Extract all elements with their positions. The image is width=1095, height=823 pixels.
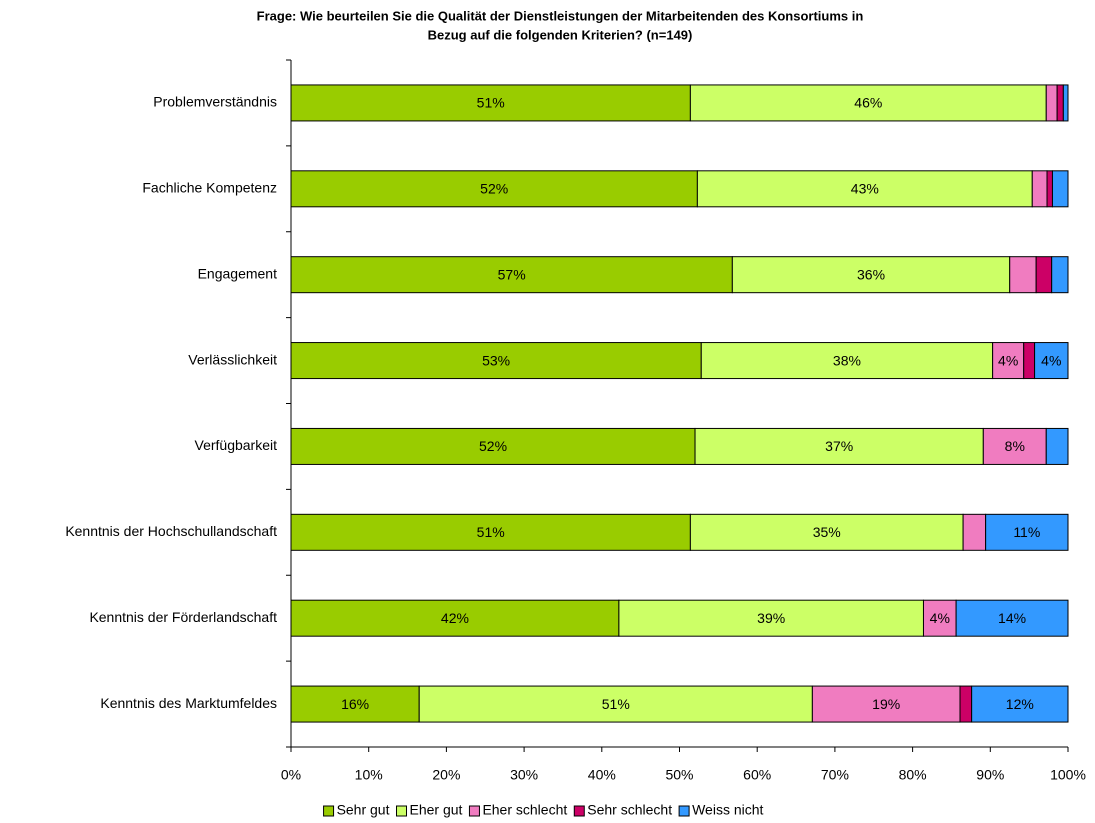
y-tick-label: Verlässlichkeit — [188, 351, 277, 367]
chart-title: Frage: Wie beurteilen Sie die Qualität d… — [257, 8, 864, 23]
x-tick-label: 70% — [821, 767, 849, 783]
bar-segment — [1045, 84, 1058, 122]
y-tick-label: Kenntnis der Hochschullandschaft — [65, 523, 277, 539]
legend-label: Eher gut — [410, 802, 463, 818]
bar-segment — [985, 513, 1069, 551]
bar-segment — [1023, 342, 1036, 380]
data-label: 16% — [341, 696, 369, 712]
data-label: 38% — [833, 352, 861, 368]
bar-segment — [955, 599, 1069, 637]
data-label: 52% — [479, 438, 507, 454]
y-tick-label: Fachliche Kompetenz — [142, 180, 277, 196]
y-tick-label: Problemverständnis — [153, 94, 277, 110]
legend-swatch — [396, 805, 408, 817]
bar-segment — [962, 513, 987, 551]
bar-segment — [290, 84, 691, 122]
data-label: 35% — [813, 524, 841, 540]
legend-label: Eher schlecht — [482, 802, 567, 818]
bar-segment — [618, 599, 924, 637]
y-tick-label: Verfügbarkeit — [195, 437, 278, 453]
x-tick-label: 40% — [588, 767, 616, 783]
x-tick-label: 90% — [976, 767, 1004, 783]
bar-segment — [290, 513, 691, 551]
bar-segment — [694, 427, 984, 465]
bar-segment — [811, 685, 961, 723]
legend-label: Sehr schlecht — [587, 802, 672, 818]
bar-segment — [1034, 342, 1069, 380]
x-tick-label: 100% — [1050, 767, 1086, 783]
data-label: 39% — [757, 610, 785, 626]
legend-swatch — [323, 805, 335, 817]
chart-title: Bezug auf die folgenden Kriterien? (n=14… — [428, 27, 693, 42]
x-tick-label: 80% — [899, 767, 927, 783]
bar-segment — [689, 84, 1047, 122]
data-label: 36% — [857, 266, 885, 282]
bar-segment — [959, 685, 973, 723]
legend-swatch — [573, 805, 585, 817]
y-tick-label: Kenntnis des Marktumfeldes — [100, 695, 277, 711]
data-label: 51% — [602, 696, 630, 712]
data-label: 51% — [477, 524, 505, 540]
legend-label: Weiss nicht — [692, 802, 763, 818]
data-label: 42% — [441, 610, 469, 626]
bar-segment — [700, 342, 994, 380]
x-tick-label: 20% — [432, 767, 460, 783]
bar-segment — [290, 685, 420, 723]
x-tick-label: 60% — [743, 767, 771, 783]
bar-segment — [290, 256, 733, 294]
bar-segment — [290, 427, 696, 465]
bar-segment — [290, 170, 698, 208]
legend-label: Sehr gut — [337, 802, 390, 818]
bar-segment — [1046, 170, 1053, 208]
data-label: 51% — [477, 95, 505, 111]
bar-segment — [982, 427, 1047, 465]
data-label: 37% — [825, 438, 853, 454]
bar-segment — [971, 685, 1069, 723]
data-label: 46% — [854, 95, 882, 111]
bar-segment — [1056, 84, 1064, 122]
y-tick-label: Kenntnis der Förderlandschaft — [89, 609, 277, 625]
bar-segment — [1009, 256, 1037, 294]
data-label: 4% — [1041, 352, 1061, 368]
data-label: 19% — [872, 696, 900, 712]
bar-segment — [1035, 256, 1053, 294]
legend-swatch — [678, 805, 690, 817]
data-label: 11% — [1013, 524, 1040, 540]
bar-segment — [1031, 170, 1048, 208]
bar-segment — [418, 685, 813, 723]
x-tick-label: 10% — [355, 767, 383, 783]
bar-segment — [696, 170, 1033, 208]
data-label: 43% — [851, 181, 879, 197]
data-label: 53% — [482, 352, 510, 368]
bar-segment — [1045, 427, 1069, 465]
x-tick-label: 30% — [510, 767, 538, 783]
data-label: 12% — [1006, 696, 1034, 712]
x-tick-label: 50% — [665, 767, 693, 783]
bar-segment — [290, 342, 702, 380]
data-label: 14% — [998, 610, 1026, 626]
y-tick-label: Engagement — [198, 265, 278, 281]
data-label: 4% — [930, 610, 950, 626]
bar-segment — [922, 599, 957, 637]
data-label: 52% — [480, 181, 508, 197]
legend-swatch — [468, 805, 480, 817]
bar-segment — [1051, 170, 1069, 208]
bar-segment — [1051, 256, 1069, 294]
bar-segment — [731, 256, 1011, 294]
data-label: 8% — [1005, 438, 1025, 454]
data-label: 4% — [998, 352, 1018, 368]
bar-segment — [689, 513, 964, 551]
x-tick-label: 0% — [281, 767, 301, 783]
bar-segment — [1062, 84, 1069, 122]
data-label: 57% — [498, 266, 526, 282]
